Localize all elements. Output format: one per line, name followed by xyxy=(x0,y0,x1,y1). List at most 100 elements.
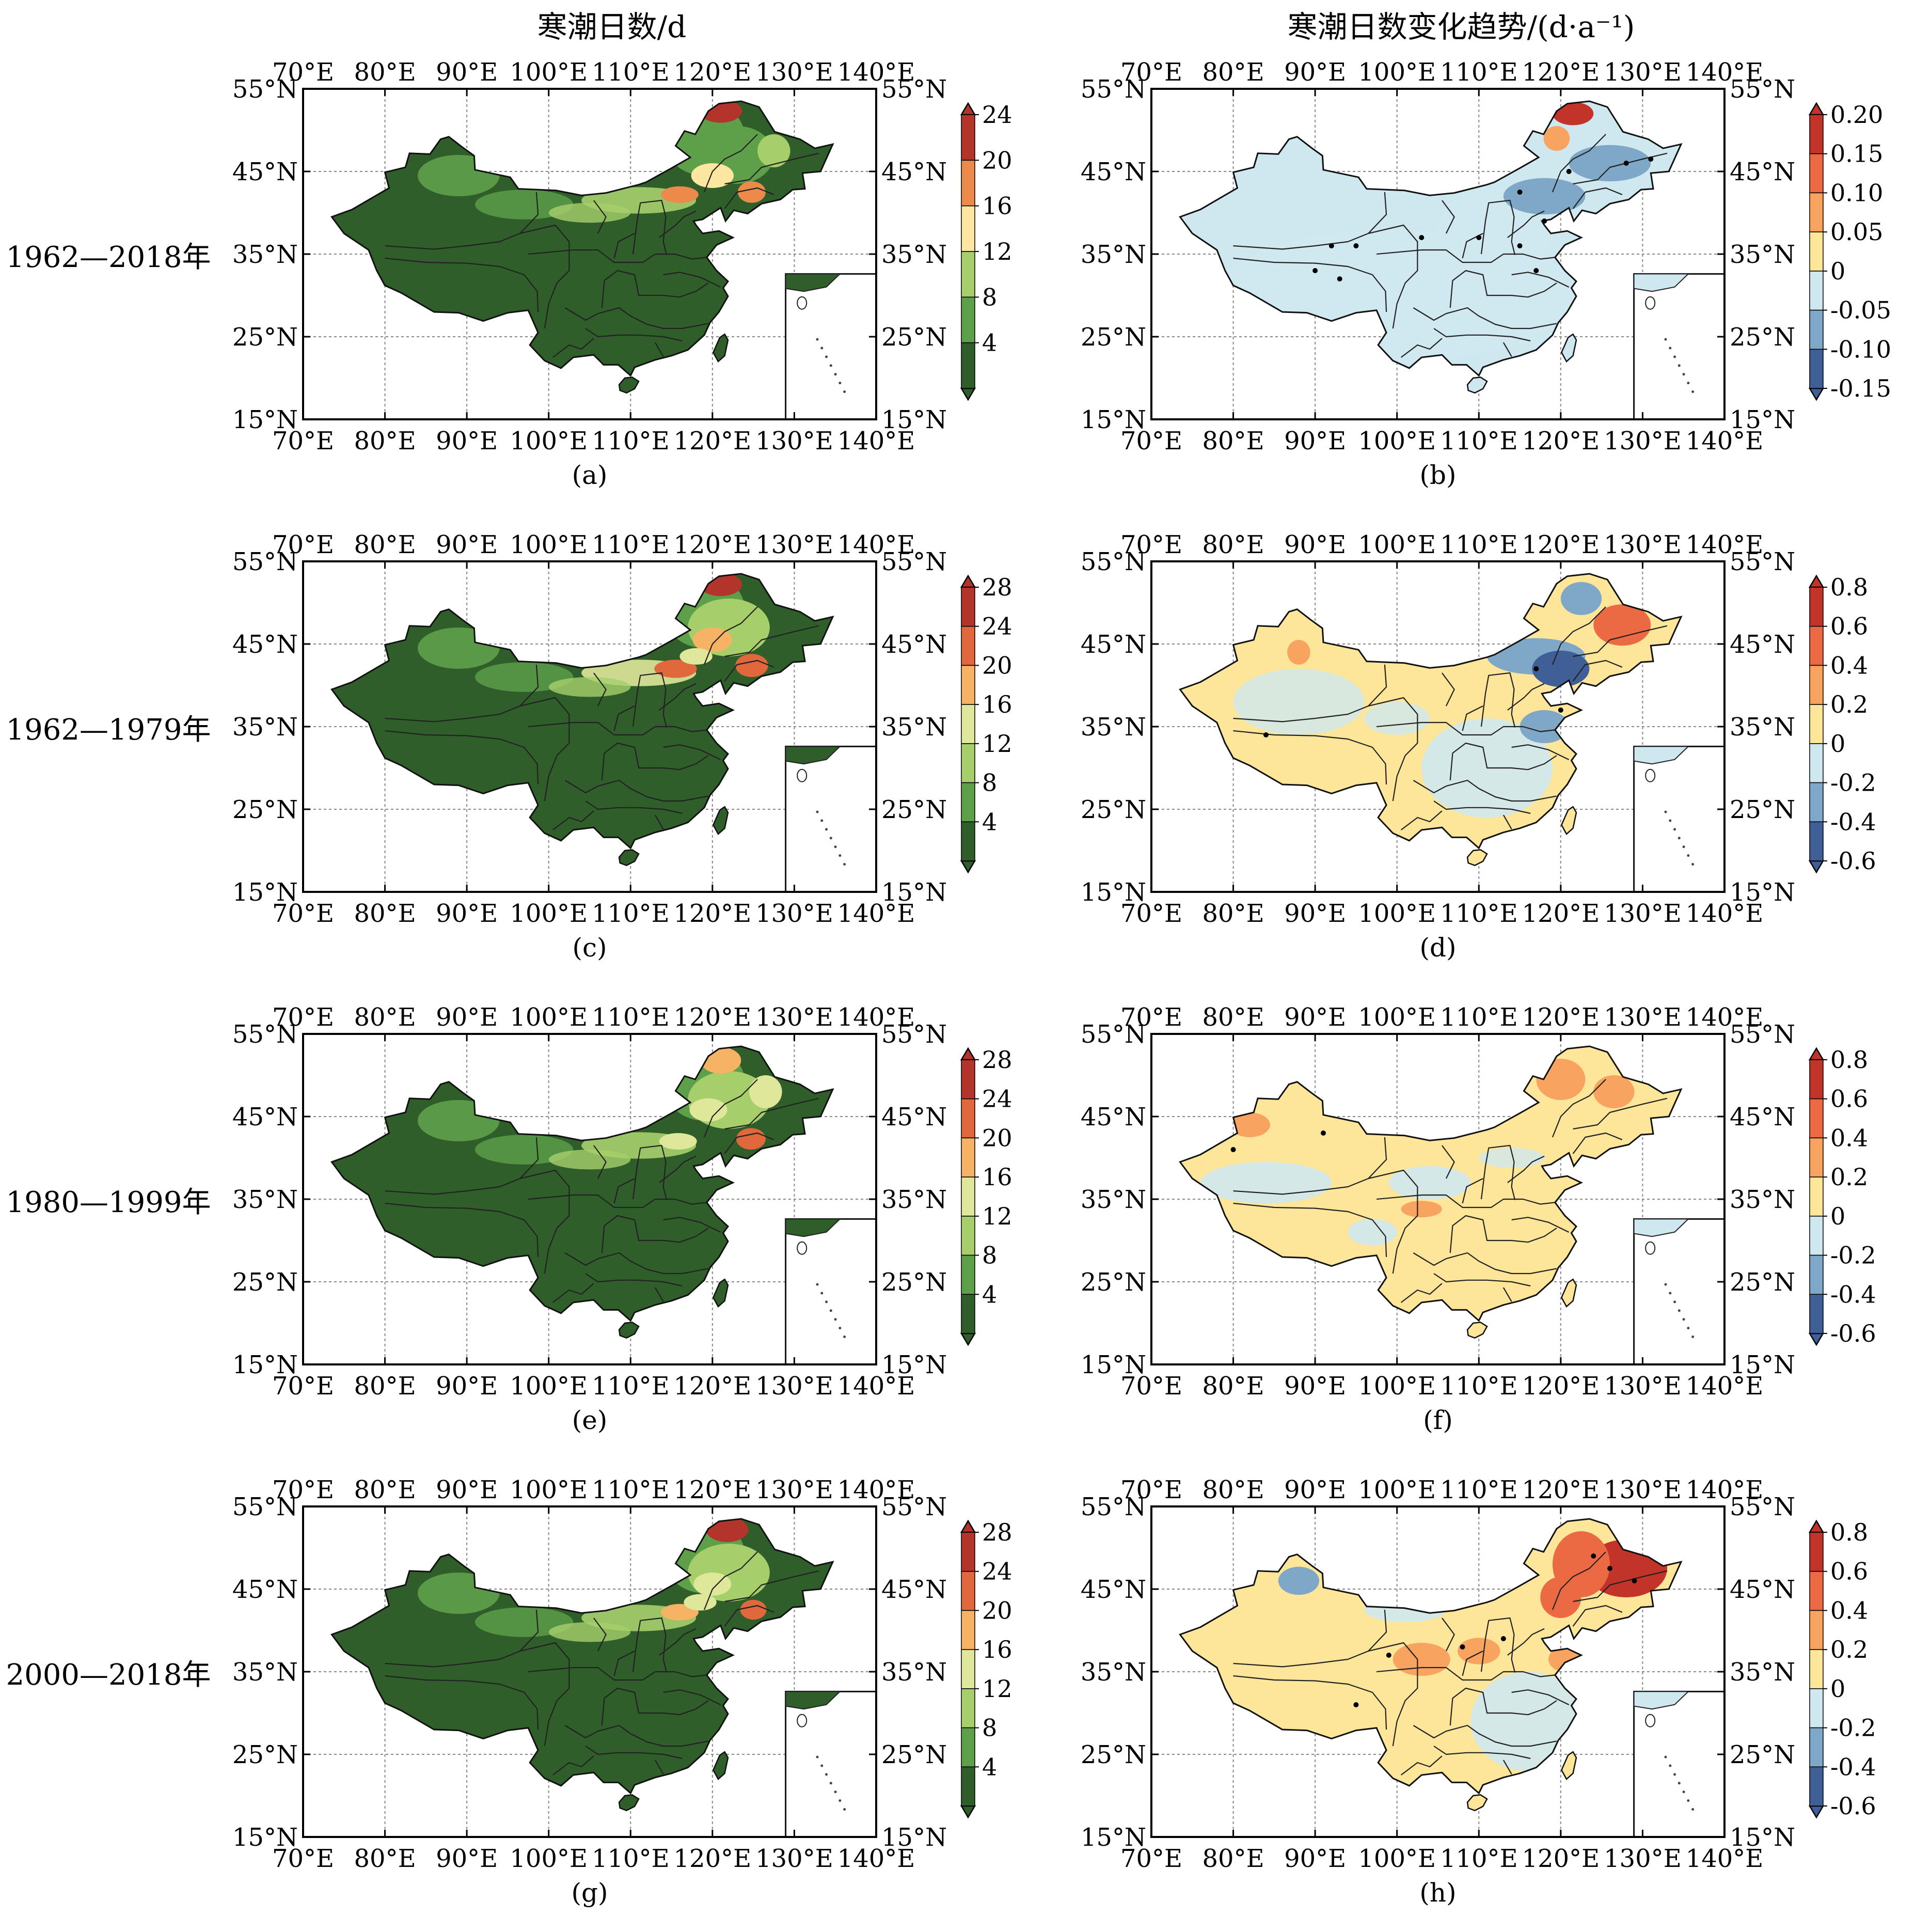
lon-tick-bottom: 70°E xyxy=(272,899,334,928)
province-line xyxy=(1572,1605,1623,1627)
field-contour xyxy=(757,134,790,167)
province-line xyxy=(1507,1155,1545,1183)
field-contour xyxy=(660,186,699,203)
colorbar-label: 0.8 xyxy=(1830,573,1868,601)
row-label-3: 1980—1999年 xyxy=(6,1186,211,1219)
province-line xyxy=(663,1217,721,1233)
lat-tick-left: 45°N xyxy=(232,1575,298,1604)
south-china-sea-inset xyxy=(785,745,877,893)
lon-tick-top: 100°E xyxy=(510,530,588,559)
lat-tick-right: 35°N xyxy=(1730,1658,1795,1687)
lon-tick-top: 130°E xyxy=(755,1003,833,1032)
lon-tick-bottom: 120°E xyxy=(674,1844,752,1873)
colorbar-segment xyxy=(961,704,975,744)
colorbar-segment xyxy=(1809,743,1824,783)
lat-tick-right: 15°N xyxy=(881,1823,947,1852)
tick-labels: 70°E70°E80°E80°E90°E90°E100°E100°E110°E1… xyxy=(1081,530,1795,928)
lon-tick-bottom: 140°E xyxy=(837,899,915,928)
colorbar-segment xyxy=(1809,349,1824,389)
lat-tick-right: 55°N xyxy=(1730,547,1795,576)
province-line xyxy=(724,625,819,657)
province-line xyxy=(1573,1570,1668,1603)
map-panel-g: 70°E70°E80°E80°E90°E90°E100°E100°E110°E1… xyxy=(232,1475,1012,1908)
lat-tick-right: 55°N xyxy=(881,75,947,104)
lat-tick-right: 45°N xyxy=(881,1575,947,1604)
colorbar-label: 0 xyxy=(1830,1675,1845,1703)
province-line xyxy=(385,664,539,722)
field-contour xyxy=(1520,710,1569,743)
lat-tick-left: 15°N xyxy=(232,1823,298,1852)
significance-dot xyxy=(1558,708,1563,713)
row-label-1: 1962—2018年 xyxy=(6,241,211,274)
country-outline xyxy=(330,1518,834,1795)
province-line xyxy=(552,338,594,358)
significance-dot xyxy=(1230,1147,1236,1152)
province-line xyxy=(613,705,635,731)
province-line xyxy=(1449,742,1557,781)
lon-tick-top: 70°E xyxy=(272,1003,334,1032)
lon-tick-top: 130°E xyxy=(1604,1003,1682,1032)
colorbar-label: -0.2 xyxy=(1830,769,1876,797)
colorbar-extend-max xyxy=(960,1519,976,1533)
colorbar-label: -0.2 xyxy=(1830,1242,1876,1269)
inset-dot xyxy=(1682,373,1685,376)
province-line xyxy=(593,672,607,706)
province-line xyxy=(663,272,721,288)
province-line xyxy=(1573,625,1668,657)
inset-frame xyxy=(785,745,877,893)
colorbar-label: 0.6 xyxy=(1830,612,1868,640)
inset-dot xyxy=(834,1318,837,1321)
inset-dot xyxy=(829,837,832,840)
tick-labels: 70°E70°E80°E80°E90°E90°E100°E100°E110°E1… xyxy=(232,58,947,455)
province-line xyxy=(585,800,683,814)
province-line xyxy=(724,152,819,185)
colorbar-segment xyxy=(961,251,975,298)
field-contour xyxy=(691,163,734,188)
colorbar-label: 0.4 xyxy=(1830,1124,1868,1152)
inset-dot xyxy=(825,1773,828,1776)
inset-dot xyxy=(1677,1782,1681,1785)
lon-tick-top: 140°E xyxy=(837,58,915,87)
lat-tick-left: 25°N xyxy=(1081,1268,1146,1297)
province-line xyxy=(1413,779,1557,802)
province-line xyxy=(1368,697,1418,802)
lon-tick-bottom: 130°E xyxy=(755,899,833,928)
province-line xyxy=(385,1137,539,1195)
significance-dot xyxy=(1591,1553,1596,1559)
lon-tick-bottom: 100°E xyxy=(1358,1844,1436,1873)
colorbar-extend-max xyxy=(1808,1047,1825,1061)
province-line xyxy=(703,134,758,193)
field-contour xyxy=(548,202,631,223)
lon-tick-top: 140°E xyxy=(1686,1003,1764,1032)
lon-tick-top: 100°E xyxy=(1358,530,1436,559)
hainan-outline xyxy=(1466,1794,1488,1812)
lon-tick-top: 100°E xyxy=(510,1475,588,1504)
lat-tick-right: 55°N xyxy=(881,1493,947,1521)
province-line xyxy=(1233,192,1387,250)
inset-frame xyxy=(785,1690,877,1838)
colorbar-segment xyxy=(1809,1254,1824,1295)
colorbar-segment xyxy=(1809,1137,1824,1177)
lat-tick-right: 35°N xyxy=(881,713,947,742)
lat-tick-left: 15°N xyxy=(1081,878,1146,907)
inset-land xyxy=(785,273,842,292)
inset-island xyxy=(797,1714,808,1727)
colorbar-extend-max xyxy=(1808,574,1825,588)
lat-tick-left: 35°N xyxy=(232,713,298,742)
colorbar-label: 20 xyxy=(982,1124,1012,1152)
inset-dot xyxy=(1669,1292,1672,1295)
lon-tick-top: 90°E xyxy=(1284,1003,1346,1032)
province-line xyxy=(1376,721,1555,736)
country-outline xyxy=(330,1045,834,1322)
lon-tick-bottom: 120°E xyxy=(1522,899,1600,928)
inset-dot xyxy=(1687,1799,1690,1802)
colorbar-segment xyxy=(961,1532,975,1572)
lon-tick-top: 110°E xyxy=(592,530,670,559)
field-contour xyxy=(1364,702,1430,735)
inset-dot xyxy=(816,1283,819,1286)
lon-tick-bottom: 110°E xyxy=(592,1844,670,1873)
significance-dot xyxy=(1517,243,1523,248)
significance-dot xyxy=(1542,218,1547,224)
lat-tick-right: 15°N xyxy=(881,405,947,434)
lat-tick-right: 15°N xyxy=(1730,405,1795,434)
